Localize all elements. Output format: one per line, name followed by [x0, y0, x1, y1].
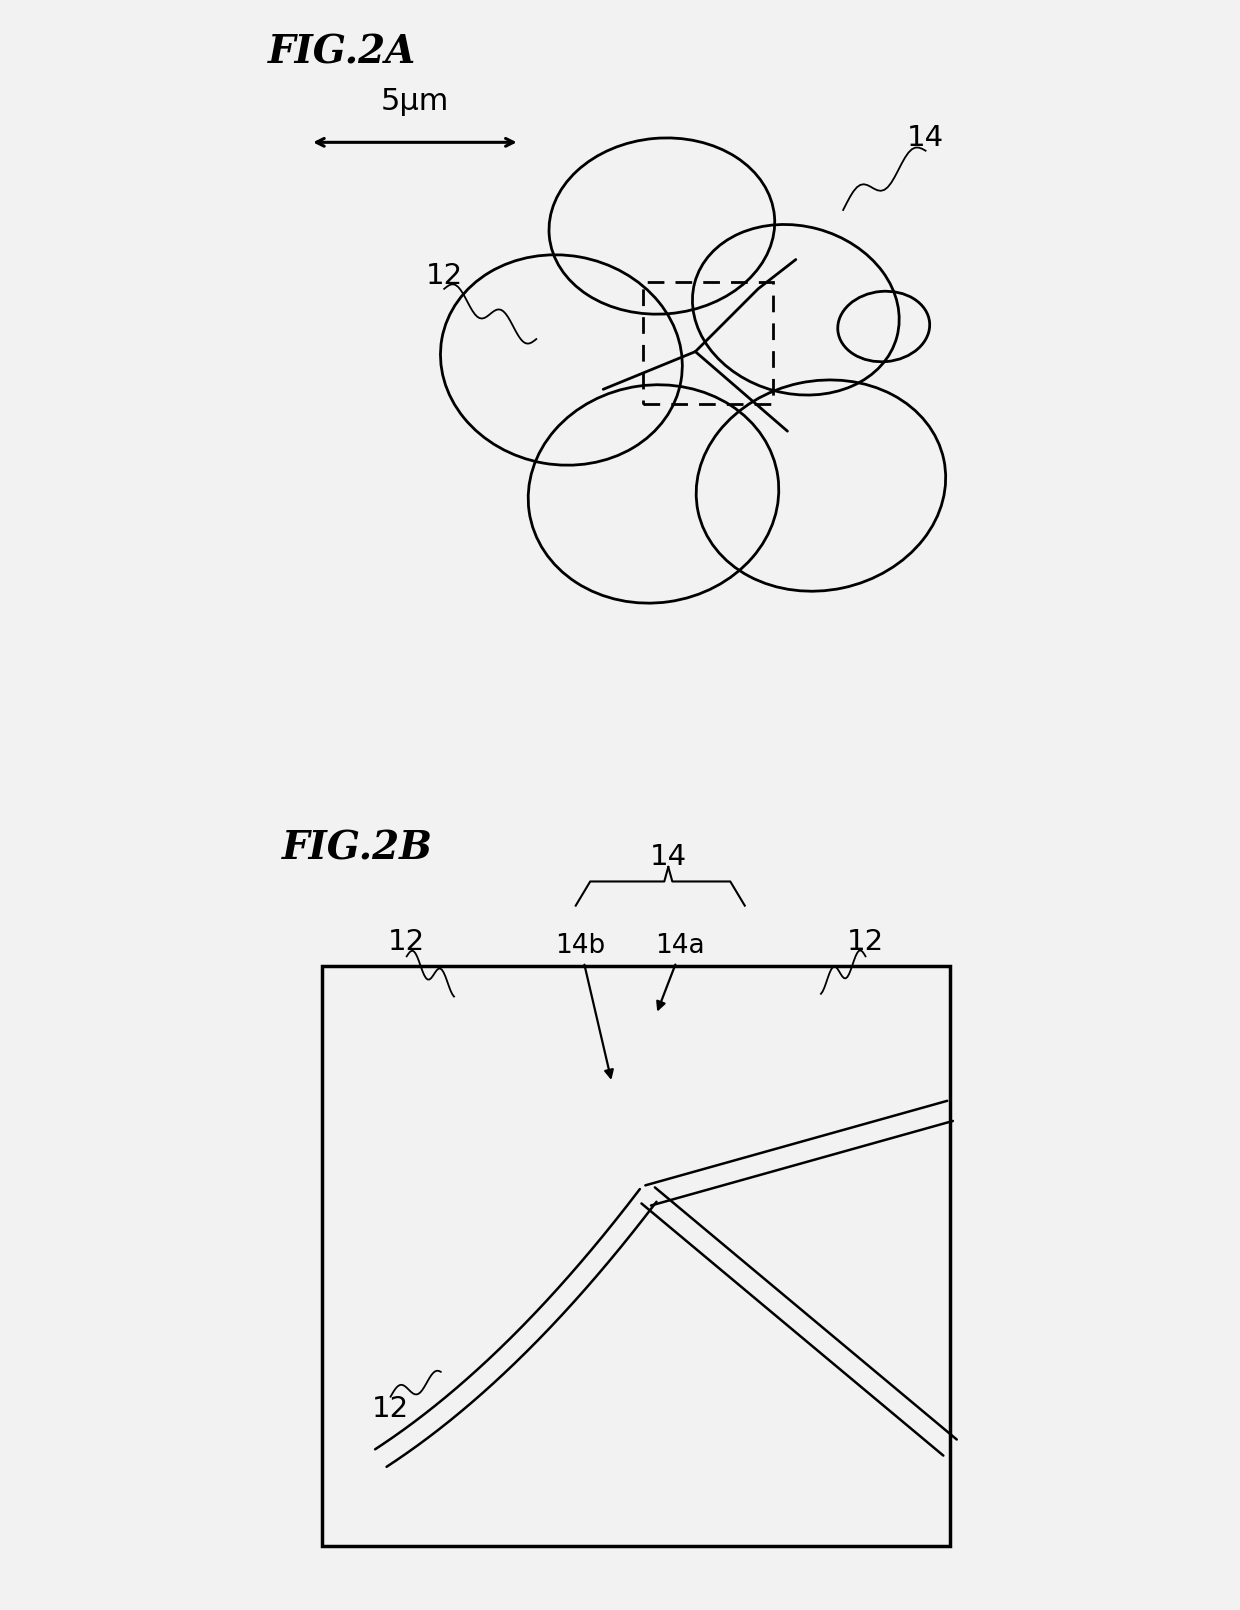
Text: 12: 12 [847, 927, 884, 956]
Text: 14b: 14b [554, 932, 605, 960]
Bar [644, 282, 774, 404]
Text: FIG.2A: FIG.2A [268, 34, 417, 71]
Text: 14: 14 [906, 124, 944, 151]
Text: FIG.2B: FIG.2B [281, 829, 433, 868]
Text: 12: 12 [425, 262, 463, 290]
Text: 12: 12 [372, 1394, 409, 1423]
Text: 14: 14 [650, 844, 687, 871]
Text: 5μm: 5μm [381, 87, 449, 116]
Bar [322, 966, 950, 1546]
Text: 14a: 14a [656, 932, 706, 960]
Text: 12: 12 [388, 927, 425, 956]
